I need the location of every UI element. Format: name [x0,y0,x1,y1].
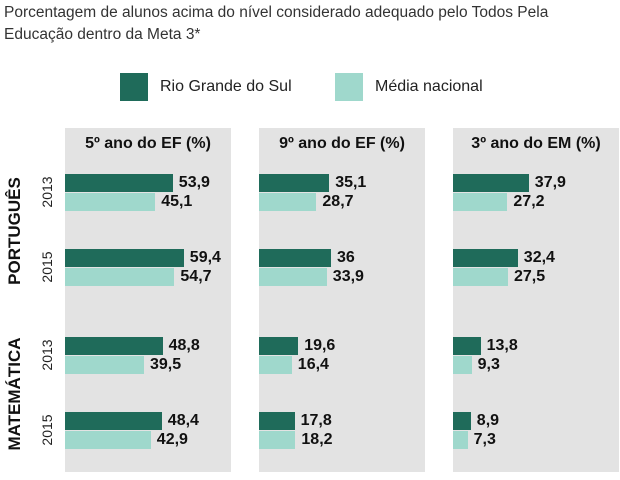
bar-nacional [453,193,508,211]
value-label: 17,8 [300,412,332,429]
subject-label: PORTUGUÊS [5,177,24,285]
bar-rs [453,174,529,192]
bar-nacional [65,431,151,449]
subject-label: MATEMÁTICA [5,337,24,451]
bar-nacional [65,268,175,286]
value-label: 27,5 [514,268,546,285]
value-label: 13,8 [486,337,518,354]
bar-nacional [259,193,317,211]
bar-rs [259,249,331,267]
value-label: 48,4 [167,412,199,429]
panel-header: 5º ano do EF (%) [85,135,211,152]
legend-label-rs: Rio Grande do Sul [160,78,292,95]
bar-rs [259,337,299,355]
bar-nacional [65,356,144,374]
value-label: 42,9 [156,431,188,448]
value-label: 37,9 [534,174,566,191]
bar-nacional [65,193,156,211]
value-label: 16,4 [297,356,329,373]
value-label: 39,5 [150,356,182,373]
legend: Rio Grande do Sul Média nacional [0,72,620,102]
bar-nacional [259,356,292,374]
value-label: 48,8 [168,337,200,354]
legend-swatch-rs [120,73,148,101]
panel-header: 3º ano do EM (%) [471,135,601,152]
bar-rs [453,249,518,267]
chart-title: Porcentagem de alunos acima do nível con… [4,4,549,43]
legend-item-nacional: Média nacional [335,72,483,102]
bar-nacional [453,356,472,374]
value-label: 19,6 [304,337,336,354]
year-label: 2015 [39,251,55,283]
legend-swatch-nacional [335,73,363,101]
year-label: 2015 [39,414,55,446]
legend-item-rs: Rio Grande do Sul [120,72,292,102]
bar-rs [453,412,471,430]
legend-label-nacional: Média nacional [375,78,483,95]
bar-rs [65,249,184,267]
bar-nacional [259,268,327,286]
value-label: 35,1 [335,174,367,191]
value-label: 36 [337,249,355,266]
bar-rs [453,337,481,355]
value-label: 8,9 [476,412,500,429]
value-label: 28,7 [322,193,354,210]
bar-rs [65,174,173,192]
bar-rs [65,337,163,355]
bar-nacional [453,268,508,286]
bar-rs [65,412,162,430]
value-label: 33,9 [332,268,364,285]
bar-rs [259,412,295,430]
bar-nacional [453,431,468,449]
bar-rs [259,174,330,192]
year-label: 2013 [39,339,55,371]
value-label: 53,9 [178,174,210,191]
value-label: 59,4 [189,249,221,266]
value-label: 32,4 [523,249,555,266]
value-label: 54,7 [180,268,212,285]
bar-nacional [259,431,296,449]
value-label: 27,2 [513,193,545,210]
value-label: 18,2 [301,431,333,448]
year-label: 2013 [39,176,55,208]
value-label: 9,3 [477,356,500,373]
value-label: 7,3 [473,431,496,448]
panel-header: 9º ano do EF (%) [279,135,405,152]
value-label: 45,1 [161,193,193,210]
